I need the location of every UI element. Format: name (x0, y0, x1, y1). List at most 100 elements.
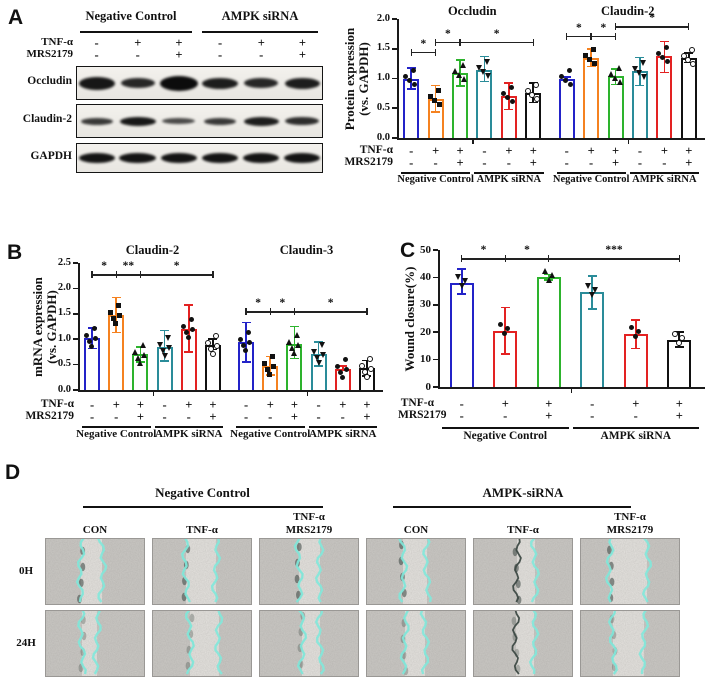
x-tick (570, 389, 573, 393)
sig-bracket-tick (269, 308, 271, 316)
group-underline (401, 172, 471, 174)
data-point-open-circle-icon (684, 56, 691, 63)
data-point-triangle-down-icon (313, 355, 320, 362)
sig-bracket-tick (459, 38, 461, 46)
blot-treatment-label: MRS2179 (26, 48, 73, 60)
image-row-label: 0H (18, 564, 34, 577)
wound-micrograph (473, 538, 573, 605)
data-point-triangle-down-icon (640, 74, 647, 81)
error-bar (187, 305, 190, 352)
mrs-value: - (503, 409, 508, 423)
blot-band (244, 78, 279, 88)
error-cap-bottom (659, 71, 669, 74)
mrs-value: + (685, 156, 693, 170)
data-point-open-circle-icon (679, 335, 686, 342)
data-point-triangle-up-icon (140, 342, 147, 349)
blot-treatment-value: + (298, 36, 306, 50)
sig-bracket-line (411, 51, 436, 54)
treatment-row-label: MRS2179 (25, 410, 74, 422)
tnf-value: - (459, 397, 464, 411)
blot-group-header: Negative Control (85, 9, 177, 23)
data-point-triangle-down-icon (454, 273, 461, 280)
mrs-value: - (459, 409, 464, 423)
sig-bracket-tick (410, 48, 412, 56)
tnf-value: - (637, 144, 643, 158)
blot-treatment-value: - (218, 36, 223, 50)
data-point-circle-icon (247, 339, 253, 345)
data-point-square-icon (427, 94, 433, 100)
data-point-triangle-down-icon (319, 352, 326, 359)
sig-bracket-line (615, 26, 689, 28)
data-point-circle-icon (664, 44, 670, 50)
error-bar (293, 326, 296, 359)
x-tick (152, 392, 155, 396)
sig-bracket-tick (366, 308, 368, 316)
sig-label: * (524, 244, 530, 257)
tnf-value: + (112, 398, 120, 412)
error-bar (341, 366, 344, 371)
mrs-value: - (506, 156, 511, 170)
sig-bracket-line (294, 311, 367, 313)
data-point-triangle-down-icon (585, 283, 592, 290)
error-cap-top (500, 306, 510, 309)
blot-band (160, 153, 197, 163)
sig-label: *** (605, 244, 623, 257)
y-tick-label: 2.5 (57, 256, 71, 268)
sig-label: * (173, 260, 180, 273)
data-point-circle-icon (509, 99, 515, 105)
sig-bracket-line (548, 258, 680, 260)
subchart-title: Claudin-3 (279, 243, 334, 257)
error-bar (366, 360, 368, 376)
image-group-underline (393, 506, 631, 509)
x-axis (397, 138, 705, 140)
sig-bracket-tick (504, 255, 506, 263)
mrs-value: - (162, 410, 167, 424)
data-point-open-circle-icon (688, 46, 695, 53)
data-point-open-circle-icon (204, 340, 211, 347)
data-point-open-circle-icon (534, 95, 541, 102)
mrs-value: + (363, 410, 371, 424)
group-label: Negative Control (397, 174, 474, 185)
tnf-value: + (432, 144, 440, 158)
blot-treatment-value: - (218, 48, 223, 62)
error-cap-bottom (455, 85, 465, 88)
blot-band (80, 117, 113, 125)
bar (580, 292, 605, 387)
error-cap-bottom (611, 83, 621, 86)
sig-label: * (279, 297, 286, 310)
tnf-value: - (590, 397, 595, 411)
mrs-value: + (290, 410, 298, 424)
tnf-value: + (632, 397, 640, 411)
data-point-circle-icon (185, 335, 191, 341)
tnf-value: + (675, 397, 683, 411)
blot-band (243, 153, 280, 163)
data-point-triangle-down-icon (589, 292, 596, 299)
y-axis-title: Wound closure(%) (402, 266, 417, 371)
bar (449, 282, 474, 387)
wound-healing-image-panel: Negative Control CON TNF-α TNF-α MRS2179 AMPK… (0, 460, 709, 684)
blot-treatment-value: + (257, 36, 265, 50)
y-tick (433, 358, 438, 361)
wound-micrograph (473, 610, 573, 677)
data-point-circle-icon (660, 54, 666, 60)
blot-treatment-value: - (94, 36, 99, 50)
tnf-value: + (266, 398, 274, 412)
error-cap-bottom (241, 361, 251, 363)
mrs-value: - (186, 410, 191, 424)
data-point-square-icon (116, 303, 122, 309)
error-bar (317, 341, 320, 367)
sig-label: * (327, 297, 334, 310)
data-point-open-circle-icon (525, 87, 532, 94)
group-label: AMPK siRNA (154, 428, 223, 440)
y-tick (392, 137, 397, 139)
y-tick (433, 276, 438, 279)
data-point-triangle-up-icon (545, 277, 552, 284)
tnf-value: + (501, 397, 509, 411)
panel-d-label: D (5, 461, 21, 484)
data-point-triangle-up-icon (135, 355, 142, 362)
sig-label: * (649, 12, 656, 25)
error-bar (163, 330, 166, 362)
mrs-value: - (590, 409, 595, 423)
sig-bracket-tick (139, 271, 142, 279)
y-axis (397, 19, 399, 140)
